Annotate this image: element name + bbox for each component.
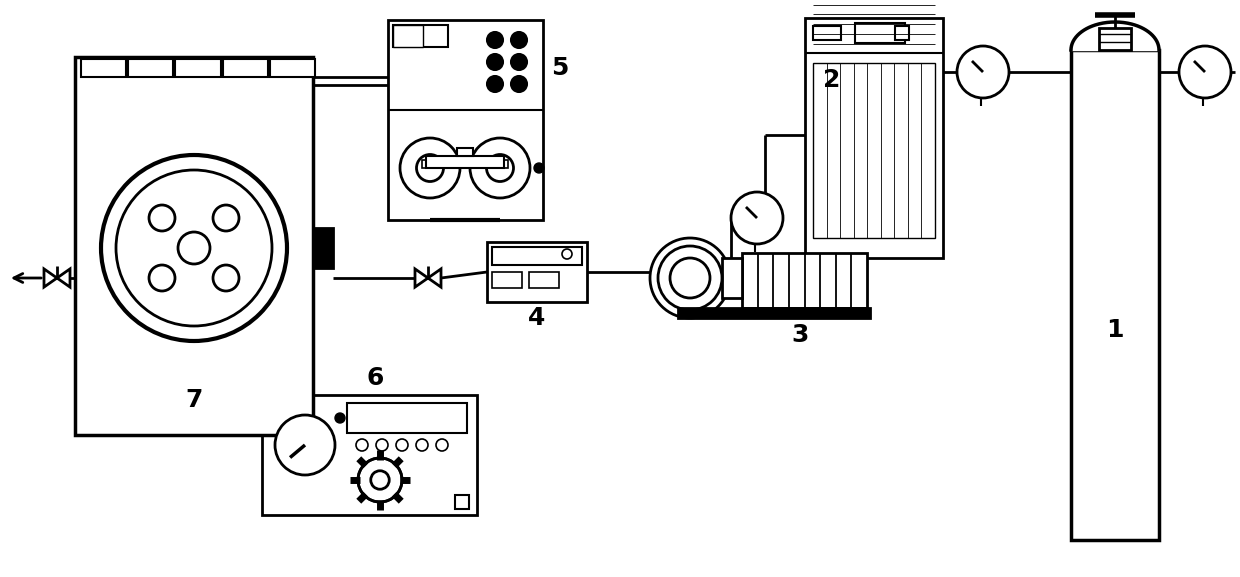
Circle shape [487,76,503,92]
Circle shape [213,205,239,231]
Circle shape [179,232,210,264]
Bar [270,59,315,77]
Polygon shape [428,269,441,287]
Bar [427,156,503,168]
Polygon shape [43,269,57,287]
Bar [492,272,522,288]
Bar [813,26,841,40]
Text: 4: 4 [528,306,546,330]
Circle shape [371,471,389,489]
Circle shape [117,170,272,326]
Circle shape [149,205,175,231]
Circle shape [213,265,239,291]
Circle shape [658,246,722,310]
Bar [492,247,582,265]
Bar [492,160,508,168]
Circle shape [511,54,527,70]
Circle shape [670,258,711,298]
Text: 7: 7 [185,388,202,412]
Circle shape [511,76,527,92]
Circle shape [511,32,527,48]
Bar [1071,50,1159,540]
Bar [81,59,126,77]
Bar [458,148,472,156]
Circle shape [100,155,286,341]
Bar [422,160,438,168]
Circle shape [335,413,345,423]
Bar [487,242,587,302]
Bar [742,253,867,308]
Circle shape [487,32,503,48]
Circle shape [486,155,513,182]
Bar [856,23,905,43]
Text: 3: 3 [791,323,808,347]
Circle shape [415,439,428,451]
Circle shape [149,265,175,291]
Circle shape [562,249,572,259]
Polygon shape [57,269,69,287]
Bar [312,228,334,268]
Circle shape [487,54,503,70]
Bar [388,20,543,220]
Text: 1: 1 [1106,318,1123,342]
Bar [128,59,174,77]
Bar [529,272,559,288]
Text: 5: 5 [552,56,569,80]
Circle shape [358,458,402,502]
Bar [262,395,477,515]
Circle shape [356,439,368,451]
Text: 6: 6 [366,366,383,390]
Circle shape [396,439,408,451]
Bar [678,308,870,318]
Circle shape [650,238,730,318]
Circle shape [436,439,448,451]
Bar [813,63,935,238]
Circle shape [957,46,1009,98]
Circle shape [534,163,544,173]
Bar [1099,28,1131,50]
Bar [895,26,909,40]
Circle shape [732,192,782,244]
Polygon shape [415,269,428,287]
Circle shape [470,138,529,198]
Circle shape [417,155,444,182]
Bar [455,495,469,509]
Bar [722,258,742,298]
Bar [805,18,942,258]
Circle shape [1179,46,1231,98]
Bar [393,25,423,47]
Bar [223,59,268,77]
Bar [347,403,467,433]
Text: 2: 2 [823,68,841,92]
Bar [175,59,221,77]
Circle shape [275,415,335,475]
Bar [393,25,448,47]
Bar [74,57,312,435]
Circle shape [401,138,460,198]
Circle shape [376,439,388,451]
